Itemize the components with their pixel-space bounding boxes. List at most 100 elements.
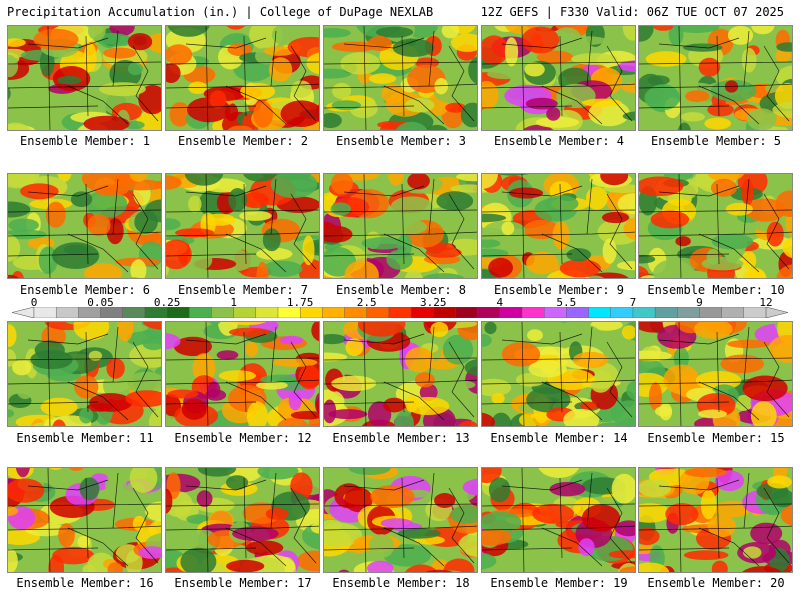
ensemble-member-label: Ensemble Member: 3 bbox=[335, 134, 467, 148]
legend-tick-label: 5.5 bbox=[556, 296, 577, 309]
legend-tick-label: 2.5 bbox=[356, 296, 377, 309]
legend-swatch bbox=[566, 307, 590, 318]
legend-arrow-high bbox=[765, 307, 788, 318]
precip-map bbox=[324, 174, 477, 278]
precip-map bbox=[8, 322, 161, 426]
ensemble-member-label: Ensemble Member: 20 bbox=[647, 576, 785, 590]
precip-map bbox=[166, 174, 319, 278]
legend-tick-label: 1.75 bbox=[286, 296, 314, 309]
legend-tick-label: 0.05 bbox=[87, 296, 114, 309]
legend-swatch bbox=[344, 307, 368, 318]
legend-swatch bbox=[677, 307, 700, 318]
ensemble-map-panel bbox=[7, 173, 162, 279]
map-title: Precipitation Accumulation (in.) | Colle… bbox=[7, 5, 434, 19]
precip-map bbox=[166, 26, 319, 130]
legend-swatch bbox=[410, 307, 434, 318]
ensemble-map-panel bbox=[323, 173, 478, 279]
ensemble-map-panel bbox=[165, 25, 320, 131]
precip-map bbox=[166, 322, 319, 426]
precip-map bbox=[482, 174, 635, 278]
ensemble-member-label: Ensemble Member: 8 bbox=[335, 283, 467, 297]
ensemble-member-label: Ensemble Member: 5 bbox=[650, 134, 782, 148]
ensemble-member-label: Ensemble Member: 2 bbox=[177, 134, 309, 148]
ensemble-member-label: Ensemble Member: 15 bbox=[647, 431, 785, 445]
precip-map bbox=[324, 322, 477, 426]
legend-tick-label: 3.25 bbox=[420, 296, 447, 309]
ensemble-member-label: Ensemble Member: 18 bbox=[332, 576, 470, 590]
legend-swatch bbox=[144, 307, 168, 318]
precip-map bbox=[639, 468, 792, 572]
ensemble-map-panel bbox=[638, 25, 793, 131]
legend-tick-label: 12 bbox=[759, 296, 773, 309]
legend-tick-label: 0.25 bbox=[153, 296, 181, 309]
legend-tick-label: 1 bbox=[230, 296, 237, 309]
ensemble-map-panel bbox=[7, 25, 162, 131]
legend-swatch bbox=[721, 307, 745, 318]
precip-map bbox=[482, 468, 635, 572]
ensemble-map-panel bbox=[323, 467, 478, 573]
precip-map bbox=[324, 26, 477, 130]
precip-map bbox=[482, 26, 635, 130]
legend-swatch bbox=[743, 307, 767, 318]
legend-swatch bbox=[366, 307, 390, 318]
precip-map bbox=[8, 174, 161, 278]
precip-map bbox=[639, 26, 792, 130]
ensemble-map-panel bbox=[638, 321, 793, 427]
ensemble-member-label: Ensemble Member: 12 bbox=[174, 431, 312, 445]
ensemble-map-panel bbox=[7, 467, 162, 573]
legend-swatch bbox=[189, 307, 212, 318]
legend-swatch bbox=[699, 307, 723, 318]
ensemble-map-panel bbox=[323, 321, 478, 427]
ensemble-member-label: Ensemble Member: 14 bbox=[490, 431, 628, 445]
legend-swatch bbox=[100, 307, 124, 318]
ensemble-member-label: Ensemble Member: 19 bbox=[490, 576, 628, 590]
legend-arrow-low bbox=[12, 307, 35, 318]
legend-swatch bbox=[33, 307, 57, 318]
legend-colorbar bbox=[12, 307, 788, 318]
precip-map bbox=[8, 26, 161, 130]
legend-swatch bbox=[499, 307, 523, 318]
legend-swatch bbox=[477, 307, 501, 318]
legend-tick-label: 0 bbox=[30, 296, 38, 309]
legend-swatch bbox=[233, 307, 257, 318]
legend-swatch bbox=[78, 307, 102, 318]
legend-swatch bbox=[255, 307, 279, 318]
legend-swatch bbox=[388, 307, 412, 318]
ensemble-member-label: Ensemble Member: 7 bbox=[177, 283, 309, 297]
legend-swatch bbox=[55, 307, 79, 318]
legend-swatch bbox=[122, 307, 146, 318]
legend-swatch bbox=[543, 307, 567, 318]
legend-swatch bbox=[588, 307, 612, 318]
ensemble-map-panel bbox=[638, 467, 793, 573]
legend-swatch bbox=[322, 307, 346, 318]
ensemble-member-label: Ensemble Member: 9 bbox=[493, 283, 625, 297]
precip-map bbox=[639, 322, 792, 426]
ensemble-member-label: Ensemble Member: 6 bbox=[19, 283, 151, 297]
legend-swatch bbox=[211, 307, 235, 318]
ensemble-member-label: Ensemble Member: 13 bbox=[332, 431, 470, 445]
legend-tick-label: 4 bbox=[496, 296, 504, 309]
legend-tick-label: 9 bbox=[696, 296, 703, 309]
legend-swatch bbox=[654, 307, 678, 318]
legend-swatch bbox=[277, 307, 301, 318]
precip-legend: 0 0.05 0.25 1 1.75 2.5 3.25 4 5.5 7 9 12 bbox=[12, 296, 788, 320]
legend-swatch bbox=[299, 307, 323, 318]
legend-swatch bbox=[433, 307, 456, 318]
ensemble-map-panel bbox=[481, 173, 636, 279]
precip-map bbox=[166, 468, 319, 572]
ensemble-map-panel bbox=[638, 173, 793, 279]
ensemble-member-label: Ensemble Member: 16 bbox=[16, 576, 154, 590]
ensemble-member-label: Ensemble Member: 4 bbox=[493, 134, 625, 148]
ensemble-map-panel bbox=[7, 321, 162, 427]
precip-map bbox=[639, 174, 792, 278]
ensemble-map-panel bbox=[481, 321, 636, 427]
precip-map bbox=[8, 468, 161, 572]
legend-swatch bbox=[166, 307, 190, 318]
legend-swatch bbox=[521, 307, 545, 318]
legend-swatch bbox=[610, 307, 634, 318]
run-valid-time: 12Z GEFS | F330 Valid: 06Z TUE OCT 07 20… bbox=[480, 5, 784, 19]
ensemble-map-panel bbox=[323, 25, 478, 131]
precip-map bbox=[482, 322, 635, 426]
ensemble-map-panel bbox=[165, 467, 320, 573]
legend-tick-label: 7 bbox=[629, 296, 637, 309]
